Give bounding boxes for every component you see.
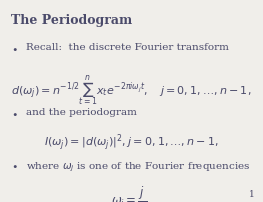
Text: Recall:  the discrete Fourier transform: Recall: the discrete Fourier transform — [26, 42, 229, 51]
Text: $d(\omega_j) = n^{-1/2} \sum_{t=1}^{n} x_t e^{-2\pi i \omega_j t}, \quad j = 0, : $d(\omega_j) = n^{-1/2} \sum_{t=1}^{n} x… — [11, 73, 252, 107]
Text: $\bullet$: $\bullet$ — [11, 42, 17, 52]
Text: $\omega_j = \dfrac{j}{n}.$: $\omega_j = \dfrac{j}{n}.$ — [111, 184, 152, 202]
Text: $I(\omega_j) = \left|d(\omega_j)\right|^2, j = 0, 1, \ldots, n-1,$: $I(\omega_j) = \left|d(\omega_j)\right|^… — [44, 131, 219, 152]
Text: $\bullet$: $\bullet$ — [11, 107, 17, 117]
Text: where $\omega_j$ is one of the Fourier frequencies: where $\omega_j$ is one of the Fourier f… — [26, 160, 251, 173]
Text: $\bullet$: $\bullet$ — [11, 160, 17, 169]
Text: 1: 1 — [249, 189, 255, 198]
Text: The Periodogram: The Periodogram — [11, 14, 132, 27]
Text: and the periodogram: and the periodogram — [26, 107, 137, 116]
